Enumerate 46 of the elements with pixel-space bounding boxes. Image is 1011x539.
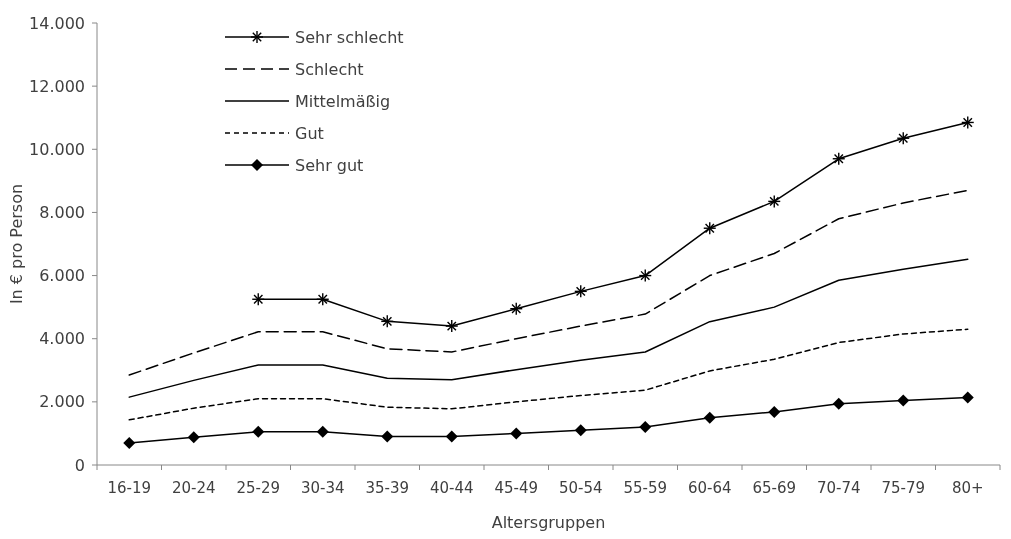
x-tick-label: 60-64	[687, 479, 732, 497]
point	[510, 427, 523, 440]
y-tick-label: 0	[74, 455, 85, 475]
line-series	[128, 328, 969, 421]
x-tick-label: 65-69	[752, 479, 797, 497]
point	[252, 425, 265, 438]
x-tick-label: 75-79	[881, 479, 926, 497]
point	[768, 405, 781, 418]
point	[897, 394, 910, 407]
point	[703, 411, 716, 424]
point	[123, 436, 136, 449]
x-tick-label: 50-54	[558, 479, 603, 497]
x-axis-title: Altersgruppen	[491, 513, 606, 532]
y-tick-label: 14.000	[29, 13, 85, 33]
y-tick-label: 10.000	[29, 139, 85, 159]
x-tick-label: 40-44	[429, 479, 474, 497]
legend-label: Sehr gut	[295, 155, 364, 175]
point	[639, 421, 652, 434]
x-tick-label: 16-19	[107, 479, 152, 497]
x-tick-label: 30-34	[300, 479, 345, 497]
point	[381, 430, 394, 443]
x-tick-label: 70-74	[816, 479, 861, 497]
line-series	[128, 189, 969, 376]
y-tick-label: 12.000	[29, 76, 85, 96]
legend-label: Sehr schlecht	[295, 27, 404, 47]
legend-label: Schlecht	[295, 59, 364, 79]
legend-label: Mittelmäßig	[295, 91, 391, 111]
x-tick-label: 55-59	[623, 479, 668, 497]
point	[445, 430, 458, 443]
point	[574, 424, 587, 437]
point	[961, 391, 974, 404]
x-tick-label: 45-49	[494, 479, 539, 497]
x-tick-label: 25-29	[236, 479, 281, 497]
y-axis-title: In € pro Person	[7, 183, 26, 305]
point	[832, 397, 845, 410]
y-tick-label: 8.000	[39, 203, 85, 223]
point	[316, 425, 329, 438]
x-tick-label: 35-39	[365, 479, 410, 497]
point	[187, 431, 200, 444]
x-tick-label: 80+	[951, 479, 984, 497]
line-series	[128, 258, 969, 398]
y-tick-label: 2.000	[39, 392, 85, 412]
legend-label: Gut	[295, 123, 324, 143]
y-tick-label: 4.000	[39, 329, 85, 349]
y-tick-label: 6.000	[39, 266, 85, 286]
x-tick-label: 20-24	[171, 479, 216, 497]
